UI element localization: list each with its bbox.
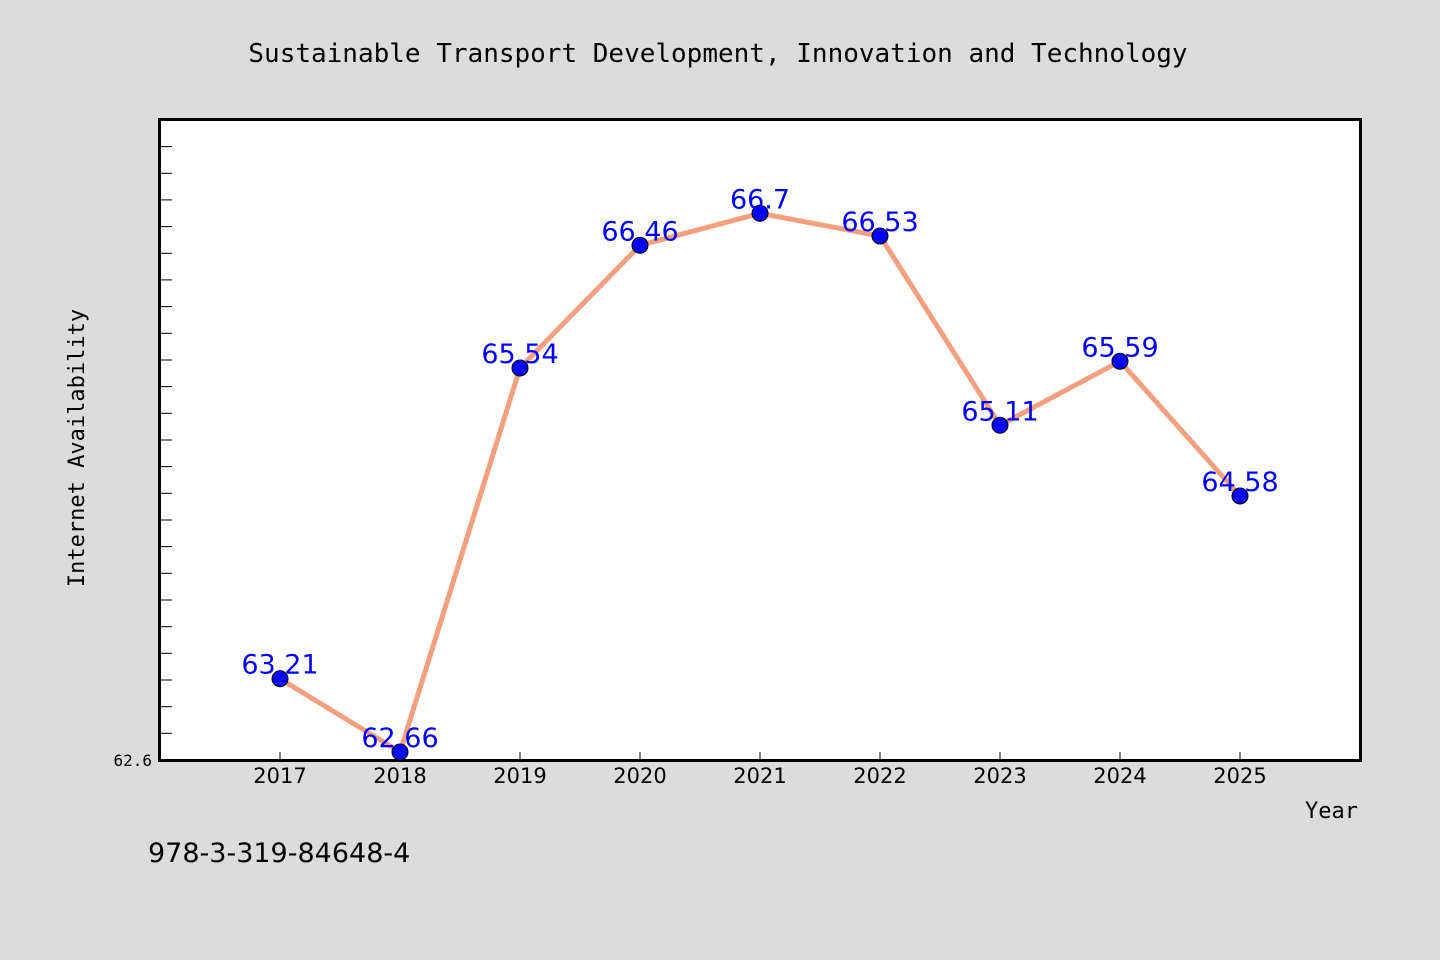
x-tick-label: 2020 bbox=[613, 764, 666, 788]
x-tick-label: 2019 bbox=[493, 764, 546, 788]
data-point bbox=[1111, 352, 1129, 370]
data-label: 62.66 bbox=[361, 723, 438, 754]
data-point bbox=[991, 416, 1009, 434]
x-axis-title: Year bbox=[1305, 799, 1358, 824]
data-label: 65.54 bbox=[481, 339, 558, 370]
x-axis-tick-labels: 2017 2018 2019 2020 2021 2022 2023 2024 2025 bbox=[253, 764, 1266, 788]
data-point bbox=[391, 743, 409, 761]
data-label: 66.7 bbox=[730, 184, 790, 215]
footer-isbn: 978-3-319-84648-4 bbox=[148, 838, 410, 869]
y-tick-label: 62.6 bbox=[113, 751, 152, 770]
data-point bbox=[631, 236, 649, 254]
x-tick-label: 2025 bbox=[1213, 764, 1266, 788]
data-point bbox=[751, 204, 769, 222]
x-tick-label: 2022 bbox=[853, 764, 906, 788]
data-label: 65.59 bbox=[1081, 332, 1158, 363]
data-label: 63.21 bbox=[241, 650, 318, 681]
series-markers bbox=[271, 204, 1249, 761]
data-label: 65.11 bbox=[961, 396, 1038, 427]
data-label: 66.53 bbox=[841, 207, 918, 238]
plot-area bbox=[158, 118, 1362, 762]
data-point bbox=[271, 670, 289, 688]
chart-title: Sustainable Transport Development, Innov… bbox=[248, 39, 1187, 69]
x-tick-label: 2018 bbox=[373, 764, 426, 788]
x-tick-label: 2023 bbox=[973, 764, 1026, 788]
data-label: 66.46 bbox=[601, 216, 678, 247]
data-point bbox=[511, 359, 529, 377]
x-tick-label: 2021 bbox=[733, 764, 786, 788]
data-labels: 63.21 62.66 65.54 66.46 66.7 66.53 65.11 65.59 6… bbox=[241, 184, 1278, 754]
data-label: 64.58 bbox=[1201, 467, 1278, 498]
y-axis-title: Internet Availability bbox=[65, 309, 90, 587]
x-tick-label: 2017 bbox=[253, 764, 306, 788]
y-axis-minor-ticks bbox=[160, 146, 172, 734]
x-tick-label: 2024 bbox=[1093, 764, 1146, 788]
data-point bbox=[1231, 487, 1249, 505]
data-point bbox=[871, 227, 889, 245]
